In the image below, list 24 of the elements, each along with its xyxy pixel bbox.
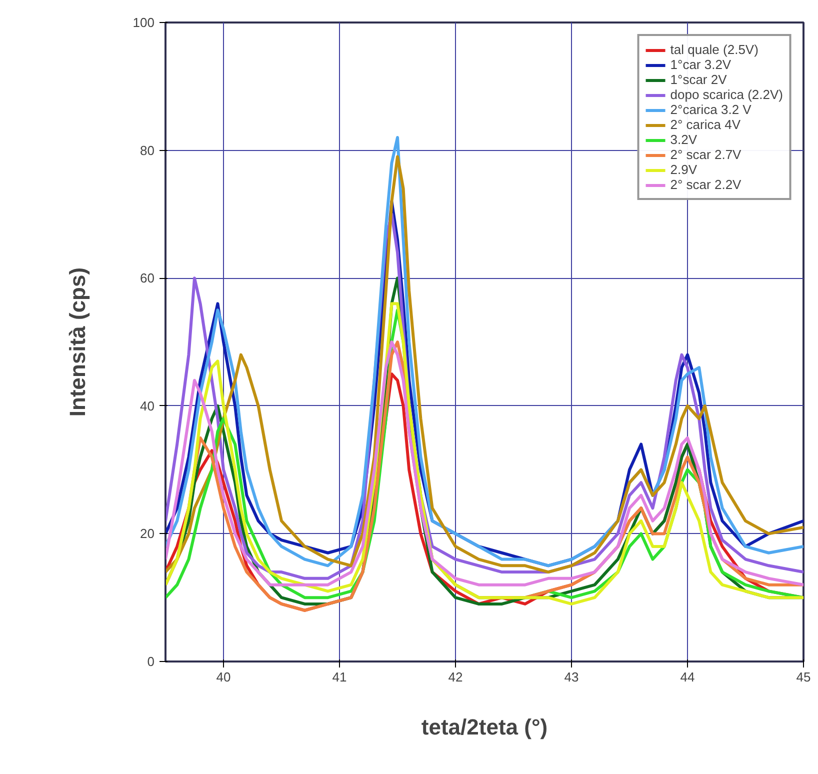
y-tick-label: 40 — [140, 398, 155, 414]
y-tick-label: 20 — [140, 526, 155, 542]
legend-label: 1°car 3.2V — [670, 57, 732, 72]
legend-label: dopo scarica (2.2V) — [670, 87, 783, 102]
legend-label: 3.2V — [670, 132, 698, 147]
legend-label: 2° scar 2.2V — [670, 177, 742, 192]
y-tick-label: 0 — [147, 654, 155, 669]
legend-label: 2° carica 4V — [670, 117, 740, 132]
x-axis-title: teta/2teta (°) — [421, 714, 548, 740]
legend-label: 2° scar 2.7V — [670, 147, 742, 162]
legend-label: tal quale (2.5V) — [670, 42, 758, 57]
x-tick-label: 43 — [564, 670, 579, 684]
x-tick-label: 41 — [332, 670, 347, 684]
y-tick-label: 60 — [140, 270, 155, 286]
y-tick-label: 100 — [132, 15, 155, 30]
x-tick-label: 40 — [216, 670, 231, 684]
x-tick-label: 45 — [796, 670, 811, 684]
y-tick-label: 80 — [140, 142, 155, 158]
x-tick-label: 42 — [448, 670, 463, 684]
legend-label: 2°carica 3.2 V — [670, 102, 752, 117]
legend-label: 1°scar 2V — [670, 72, 727, 87]
x-tick-label: 44 — [680, 670, 695, 684]
legend-label: 2.9V — [670, 162, 698, 177]
y-axis-title: Intensità (cps) — [64, 267, 90, 417]
